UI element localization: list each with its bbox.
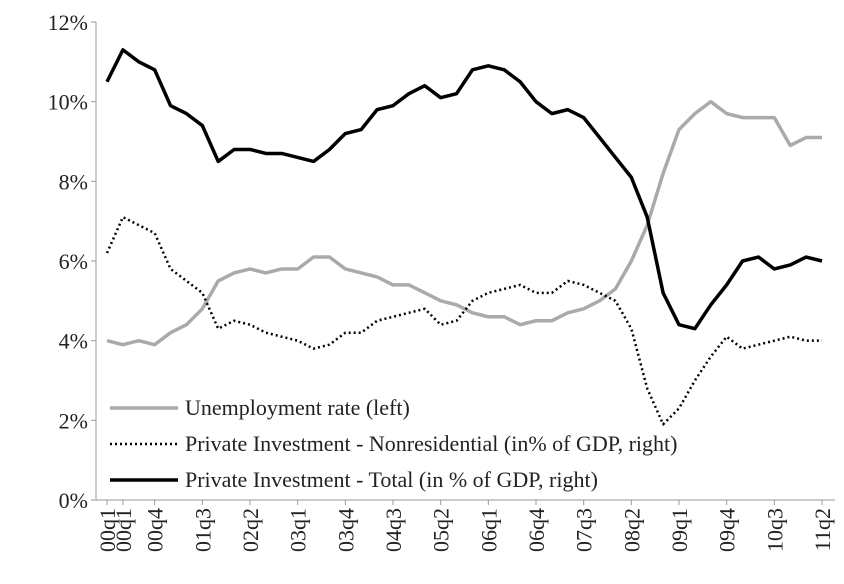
x-tick-label: 03q4 <box>333 508 358 552</box>
y-tick-label: 12% <box>48 10 88 35</box>
legend-label: Unemployment rate (left) <box>185 395 410 420</box>
y-tick-label: 6% <box>59 249 88 274</box>
x-tick-label: 00q1 <box>95 508 120 552</box>
y-tick-label: 2% <box>59 408 88 433</box>
legend-label: Private Investment - Nonresidential (in%… <box>185 431 677 456</box>
x-tick-label: 05q2 <box>429 508 454 552</box>
x-tick-label: 04q3 <box>381 508 406 552</box>
x-tick-label: 07q3 <box>572 508 597 552</box>
x-tick-label: 06q4 <box>524 508 549 552</box>
x-tick-label: 00q4 <box>143 508 168 552</box>
x-tick-label: 09q1 <box>667 508 692 552</box>
legend-label: Private Investment - Total (in % of GDP,… <box>185 467 598 492</box>
y-tick-label: 4% <box>59 329 88 354</box>
x-tick-label: 10q3 <box>762 508 787 552</box>
x-tick-label: 06q1 <box>476 508 501 552</box>
x-tick-label: 03q1 <box>286 508 311 552</box>
series-line <box>105 215 822 426</box>
y-tick-label: 0% <box>59 488 88 513</box>
y-tick-label: 10% <box>48 90 88 115</box>
x-tick-label: 08q2 <box>619 508 644 552</box>
x-tick-label: 09q4 <box>715 508 740 552</box>
x-tick-label: 00q1 <box>111 508 136 552</box>
series-line <box>106 99 822 347</box>
x-tick-label: 11q2 <box>810 508 835 551</box>
series-line <box>105 48 823 331</box>
x-tick-label: 01q3 <box>190 508 215 552</box>
x-tick-label: 02q2 <box>238 508 263 552</box>
y-tick-label: 8% <box>59 169 88 194</box>
